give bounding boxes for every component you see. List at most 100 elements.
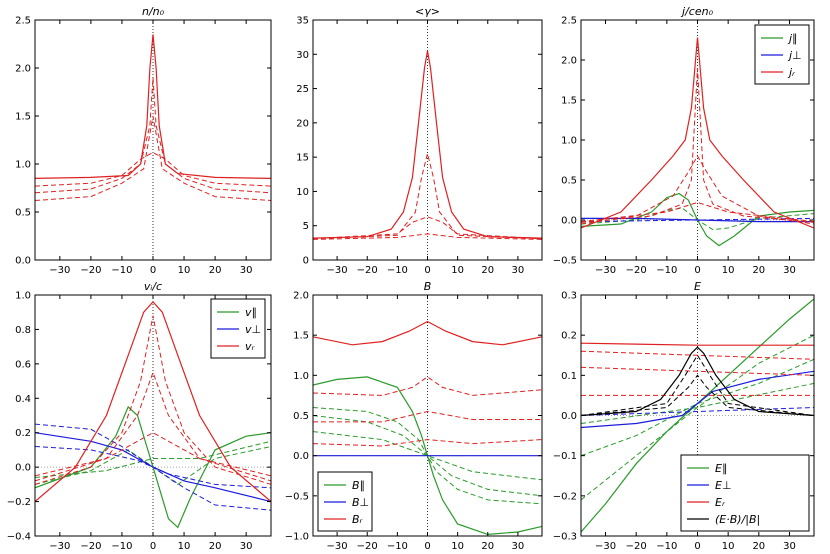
x-tick-label: −30 (49, 265, 70, 276)
series-line (581, 370, 814, 429)
series-line (581, 67, 814, 223)
x-tick-label: 10 (722, 265, 735, 276)
y-tick-label: 1.0 (561, 136, 577, 147)
x-tick-label: −10 (656, 265, 677, 276)
y-tick-label: 0.3 (561, 291, 577, 302)
x-tick-label: −20 (626, 541, 647, 552)
x-tick-label: 10 (722, 541, 735, 552)
y-tick-label: 0 (303, 256, 309, 267)
y-tick-label: 0.0 (15, 256, 31, 267)
y-tick-label: −0.2 (7, 497, 31, 508)
series-line (313, 50, 542, 239)
panel-p3: vᵢ/c −30 −20 −10 0 10 20 30 −0.4 −0.2 0.0 0.2 0.4 0.6… (7, 280, 272, 552)
panel-p4: B −30 −20 −10 0 10 20 30 −1.0 −0.5 0.0 0.5 1.0 1.5 2.0… (285, 280, 543, 552)
x-tick-label: 20 (752, 541, 765, 552)
series-line (35, 115, 271, 201)
series-line (313, 216, 542, 240)
series-line (313, 410, 542, 423)
series-line (581, 366, 814, 376)
series-line (35, 151, 271, 187)
y-tick-label: 10 (296, 187, 309, 198)
y-tick-label: 2.0 (561, 56, 577, 67)
x-tick-label: −30 (327, 541, 348, 552)
x-tick-label: −10 (656, 541, 677, 552)
series-line (313, 233, 542, 240)
y-tick-label: 1.0 (15, 291, 31, 302)
legend-label: Bᵣ (352, 513, 364, 526)
series-line (313, 439, 542, 447)
series-line (35, 446, 271, 489)
series-line (35, 34, 271, 179)
y-tick-label: 20 (296, 118, 309, 129)
x-tick-label: 20 (752, 265, 765, 276)
series-group (313, 320, 542, 536)
panel-title: <γ> (415, 5, 440, 18)
series-line (35, 405, 271, 529)
series-line (581, 354, 814, 416)
x-tick-label: −30 (595, 541, 616, 552)
y-tick-label: 0.5 (561, 176, 577, 187)
x-tick-label: 0 (150, 265, 156, 276)
y-tick-label: 2.5 (15, 16, 31, 27)
panel-title: vᵢ/c (144, 280, 162, 293)
x-tick-label: 20 (481, 265, 494, 276)
x-tick-label: 10 (178, 541, 191, 552)
series-line (35, 432, 271, 477)
series-group (313, 50, 542, 240)
panel-title: B (424, 280, 432, 293)
y-tick-label: −0.3 (553, 532, 577, 543)
panel-title: n/n₀ (142, 5, 165, 18)
series-line (313, 431, 542, 481)
series-group (35, 301, 271, 529)
series-line (581, 342, 814, 346)
y-tick-label: 0.8 (15, 325, 31, 336)
x-tick-label: −10 (111, 265, 132, 276)
series-line (581, 334, 814, 501)
panel-p2: j/cen₀ −30 −20 −10 0 10 20 30 −0.5 0.0 0.5 1.0 1.5 2.… (553, 5, 815, 276)
panel-p5: E −30 −20 −10 0 10 20 30 −0.3 −0.2 −0.1 0.0 0.1 0.2 0.… (553, 280, 815, 552)
series-line (313, 320, 542, 346)
x-tick-label: 30 (512, 265, 525, 276)
x-tick-label: 0 (694, 265, 700, 276)
legend: v∥ v⊥ vᵣ (210, 298, 266, 359)
x-tick-label: −30 (595, 265, 616, 276)
y-tick-label: 25 (296, 84, 309, 95)
legend-label: (E·B)/|B| (715, 513, 760, 526)
y-tick-label: 2.0 (293, 291, 309, 302)
series-line (581, 346, 814, 417)
y-tick-label: 2.0 (15, 64, 31, 75)
x-tick-label: 30 (783, 265, 796, 276)
y-tick-label: 0.1 (561, 371, 577, 382)
y-tick-label: 0.5 (293, 411, 309, 422)
y-tick-label: −0.2 (553, 491, 577, 502)
y-tick-label: 0.0 (561, 216, 577, 227)
legend-label: vᵣ (245, 340, 256, 353)
x-tick-label: 0 (694, 541, 700, 552)
legend-label: v∥ (245, 306, 257, 319)
series-line (581, 358, 814, 457)
legend-label: j⊥ (787, 49, 802, 62)
y-tick-label: 1.5 (15, 112, 31, 123)
legend-label: jᵣ (787, 66, 796, 79)
panel-title: j/cen₀ (680, 5, 714, 18)
y-tick-label: 1.0 (15, 160, 31, 171)
x-tick-label: −10 (111, 541, 132, 552)
x-tick-label: 20 (209, 265, 222, 276)
series-line (581, 382, 814, 424)
panel-title: E (694, 280, 701, 293)
x-tick-label: −20 (80, 265, 101, 276)
x-tick-label: 10 (451, 541, 464, 552)
legend: E∥ E⊥ Eᵣ (E·B)/|B| (680, 454, 810, 532)
legend-label: j∥ (787, 32, 798, 45)
x-tick-label: 0 (424, 541, 430, 552)
series-line (581, 350, 814, 360)
x-tick-label: −10 (387, 265, 408, 276)
series-line (581, 37, 814, 229)
y-tick-label: 0.2 (15, 428, 31, 439)
legend-label: Eᵣ (715, 496, 726, 509)
y-tick-label: 0.0 (561, 411, 577, 422)
x-tick-label: 0 (424, 265, 430, 276)
x-tick-label: −20 (357, 541, 378, 552)
x-tick-label: 20 (209, 541, 222, 552)
